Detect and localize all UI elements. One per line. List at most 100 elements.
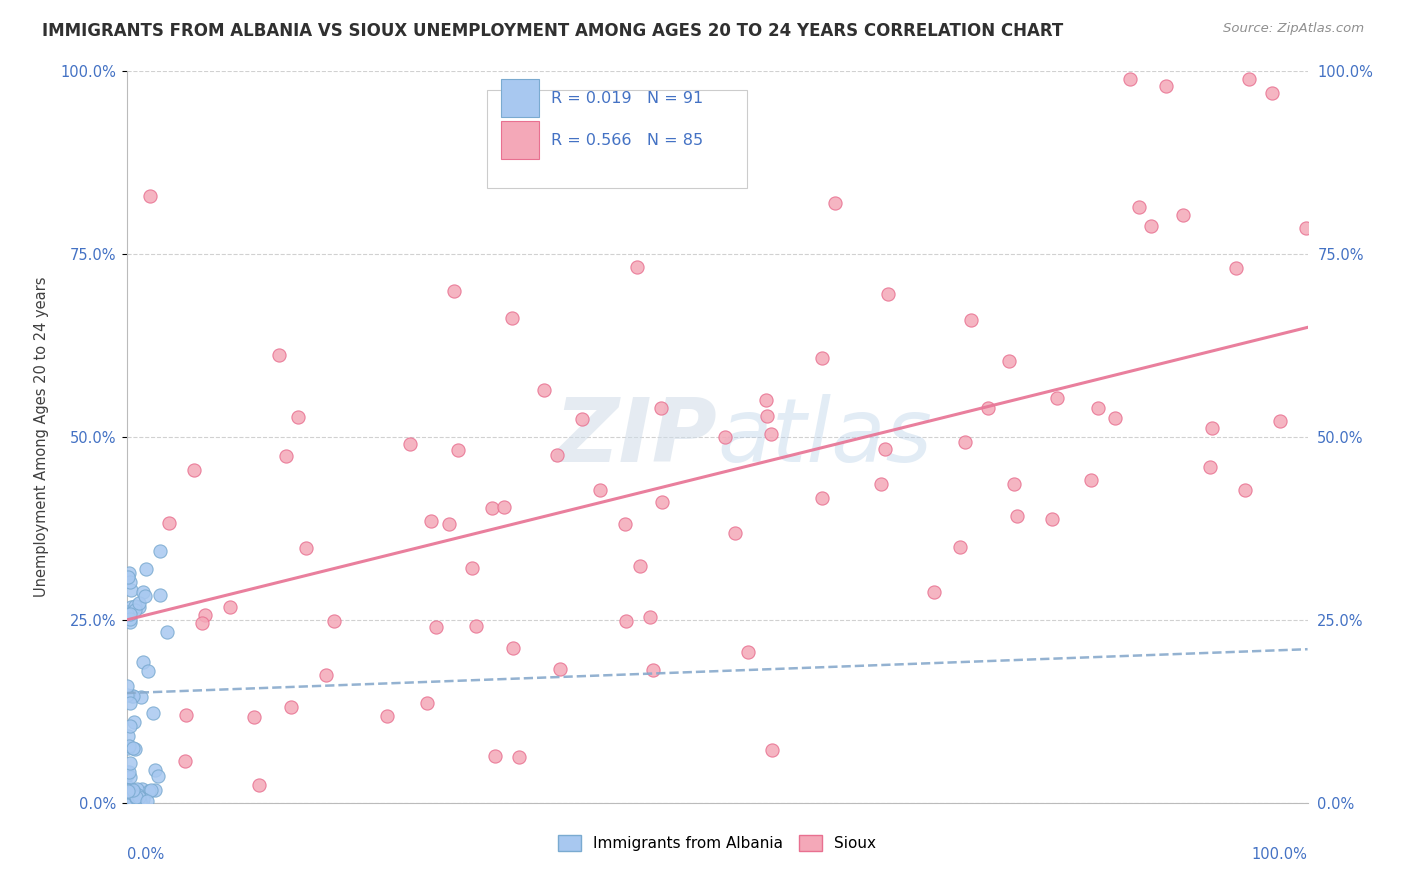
Point [131, 782, 153, 797]
Point [501, 311, 523, 326]
Text: Source: ZipAtlas.com: Source: ZipAtlas.com [1223, 22, 1364, 36]
Point [1140, 219, 1163, 233]
Point [115, 768, 138, 782]
Point [1237, 71, 1260, 86]
Point [124, 792, 146, 806]
Point [148, 769, 170, 783]
Point [191, 616, 214, 631]
Point [124, 599, 146, 613]
Text: R = 0.019   N = 91: R = 0.019 N = 91 [551, 91, 703, 106]
Point [323, 614, 346, 628]
Point [125, 789, 148, 804]
Point [1198, 460, 1220, 475]
Point [120, 599, 142, 614]
Point [118, 719, 141, 733]
Point [755, 409, 778, 423]
Point [135, 562, 157, 576]
Point [121, 689, 143, 703]
Point [124, 795, 146, 809]
Point [132, 656, 155, 670]
Point [122, 715, 145, 730]
Point [118, 770, 141, 784]
Point [121, 793, 143, 807]
Point [638, 610, 661, 624]
Point [122, 790, 145, 805]
Point [443, 284, 465, 298]
Point [1046, 392, 1069, 406]
Point [502, 641, 524, 656]
Point [626, 260, 648, 275]
Point [131, 791, 153, 805]
Point [461, 561, 484, 575]
Point [724, 525, 747, 540]
Point [419, 514, 441, 528]
Point [125, 791, 148, 805]
Point [614, 517, 637, 532]
Point [117, 783, 139, 797]
Text: 0.0%: 0.0% [127, 847, 163, 862]
Point [148, 544, 170, 558]
Point [117, 789, 139, 803]
Y-axis label: Unemployment Among Ages 20 to 24 years: Unemployment Among Ages 20 to 24 years [34, 277, 49, 598]
Point [274, 450, 297, 464]
Point [269, 348, 291, 362]
Point [1040, 512, 1063, 526]
Point [120, 791, 142, 805]
Point [157, 516, 180, 530]
Point [149, 588, 172, 602]
Text: 100.0%: 100.0% [1251, 847, 1308, 862]
Point [122, 740, 145, 755]
Point [425, 620, 447, 634]
Point [117, 790, 139, 805]
Point [1234, 483, 1257, 497]
Point [571, 412, 593, 426]
Point [124, 793, 146, 807]
Point [1261, 87, 1284, 101]
Point [115, 785, 138, 799]
Point [977, 401, 1000, 415]
Point [759, 427, 782, 442]
Point [118, 739, 141, 753]
Point [117, 787, 139, 801]
Point [121, 782, 143, 797]
Point [139, 188, 162, 202]
Point [287, 409, 309, 424]
Point [156, 624, 179, 639]
Point [876, 287, 898, 301]
Point [120, 696, 142, 710]
Point [1087, 401, 1109, 415]
FancyBboxPatch shape [501, 121, 538, 159]
Point [183, 463, 205, 477]
FancyBboxPatch shape [501, 79, 538, 118]
Point [120, 785, 142, 799]
Point [120, 789, 142, 804]
Point [173, 754, 195, 768]
Point [115, 787, 138, 801]
Point [1225, 260, 1247, 275]
Point [953, 435, 976, 450]
Point [115, 688, 138, 702]
Text: atlas: atlas [717, 394, 932, 480]
Point [129, 796, 152, 810]
Point [533, 383, 555, 397]
Point [120, 575, 142, 590]
Point [118, 788, 141, 802]
Point [1005, 508, 1028, 523]
Point [131, 796, 153, 810]
Point [124, 603, 146, 617]
Point [1295, 221, 1317, 235]
Point [447, 442, 470, 457]
Point [118, 607, 141, 621]
Point [754, 393, 776, 408]
Legend: Immigrants from Albania, Sioux: Immigrants from Albania, Sioux [553, 830, 882, 857]
Point [117, 570, 139, 584]
Point [136, 664, 159, 678]
Point [117, 789, 139, 803]
Point [129, 690, 152, 705]
Point [138, 784, 160, 798]
Point [1173, 208, 1195, 222]
Point [115, 791, 138, 805]
Point [128, 789, 150, 804]
Point [117, 784, 139, 798]
Point [810, 351, 832, 365]
